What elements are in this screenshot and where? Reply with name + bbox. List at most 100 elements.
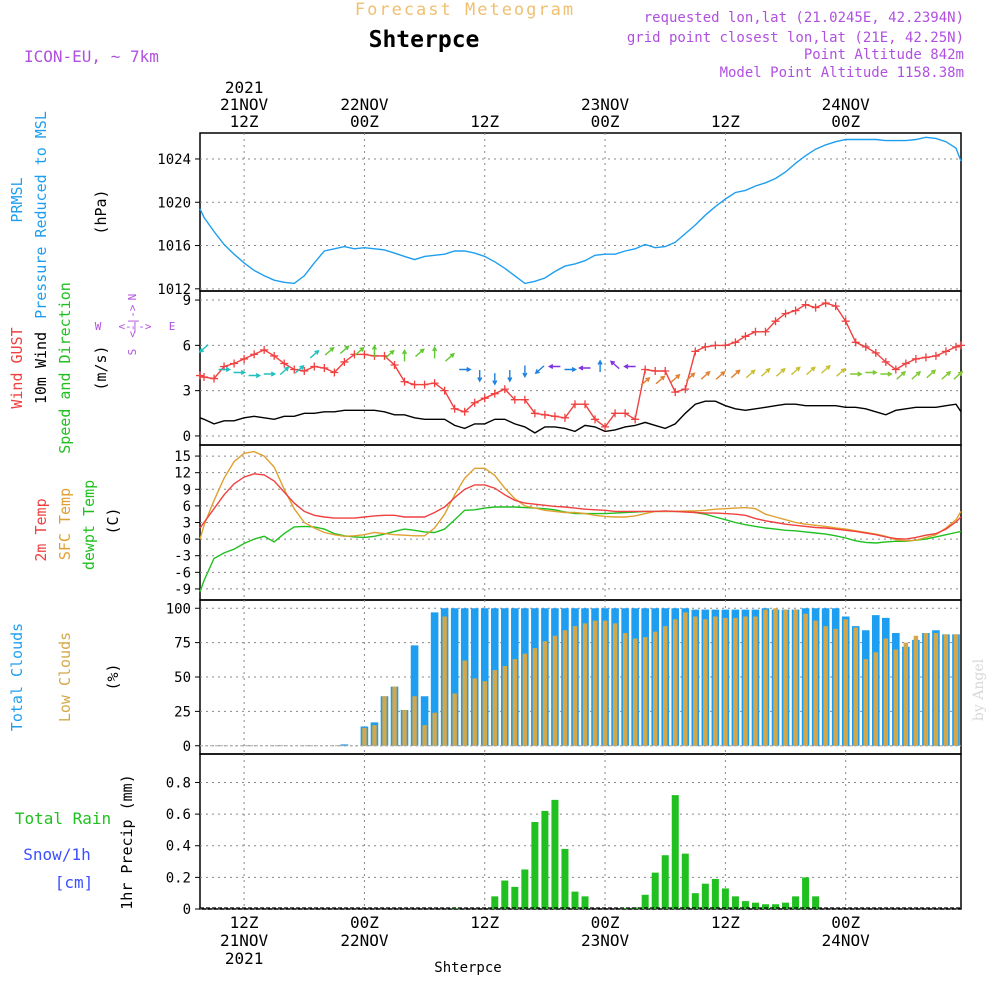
rain-bar <box>581 896 589 909</box>
ytick-label-pressure: 1016 <box>157 239 191 255</box>
total-clouds-bar <box>480 608 489 746</box>
wind-direction-arrow <box>445 352 455 362</box>
low-clouds-bar <box>592 620 598 746</box>
rain-bar <box>741 901 749 909</box>
gust-marker <box>761 327 770 336</box>
station-title: Shterpce <box>369 27 480 53</box>
footer-station: Shterpce <box>434 960 501 976</box>
gust-marker <box>200 373 209 382</box>
low-clouds-bar <box>883 638 889 746</box>
bottom-time-label: 00Z <box>350 913 379 932</box>
ytick-label-temperature: 9 <box>183 482 191 498</box>
rain-bar <box>651 872 659 909</box>
wind-direction-arrow <box>339 345 350 355</box>
rain-bar <box>531 822 539 909</box>
gust-marker <box>821 299 830 308</box>
ytick-label-temperature: 12 <box>174 466 191 482</box>
top-time-label: 00Z <box>831 112 860 131</box>
gust-marker <box>330 368 339 377</box>
legend-snow: Snow/1h <box>23 845 90 864</box>
wind-direction-arrow <box>685 372 696 382</box>
compass-w: W <box>95 320 102 333</box>
low-clouds-bar <box>462 660 467 746</box>
gust-marker <box>841 317 850 326</box>
ytick-label-precip: 0.6 <box>166 807 191 823</box>
gust-marker <box>490 389 499 398</box>
low-clouds-bar <box>673 619 678 746</box>
super-title: Forecast Meteogram <box>355 0 575 20</box>
rain-bar <box>701 883 709 909</box>
low-clouds-bar <box>703 619 708 746</box>
gust-marker <box>681 385 690 394</box>
low-clouds-bar <box>362 727 367 746</box>
wind-direction-arrow <box>597 359 603 372</box>
rain-bar <box>451 908 459 909</box>
gust-marker <box>290 365 299 374</box>
wind-direction-arrow <box>401 348 408 362</box>
gust-marker <box>751 327 760 336</box>
ytick-label-clouds: 50 <box>174 670 191 686</box>
gust-marker <box>931 351 940 360</box>
bottom-time-label: 23NOV <box>581 931 630 950</box>
low-clouds-bar <box>663 626 668 746</box>
gust-marker <box>651 367 660 376</box>
low-clouds-bar <box>773 608 778 746</box>
total-clouds-bar <box>430 612 439 746</box>
ytick-label-clouds: 100 <box>166 601 191 617</box>
rain-bar <box>721 888 729 909</box>
wind-direction-arrow <box>896 370 907 380</box>
gust-marker <box>801 300 810 309</box>
low-clouds-bar <box>492 670 497 746</box>
top-time-label: 24NOV <box>822 95 871 114</box>
gust-marker <box>440 386 449 395</box>
wind-direction-arrow <box>640 377 651 386</box>
low-clouds-bar <box>532 648 538 746</box>
low-clouds-bar <box>402 710 407 746</box>
low-clouds-bar <box>642 637 648 746</box>
gust-marker <box>791 306 800 315</box>
low-clouds-bar <box>552 635 558 746</box>
wind-direction-arrow <box>609 360 620 370</box>
rain-bar <box>681 853 689 909</box>
rain-bar <box>802 877 810 909</box>
bottom-time-label: 12Z <box>230 913 259 932</box>
gust-marker <box>891 365 900 374</box>
ytick-label-temperature: 15 <box>174 449 191 465</box>
wind-direction-arrow <box>836 367 846 377</box>
gust-marker <box>611 409 620 418</box>
gust-marker <box>701 342 710 351</box>
rain-bar <box>571 891 579 909</box>
low-clouds-bar <box>713 616 718 746</box>
series-pressure-line <box>199 136 962 285</box>
wind-direction-arrow <box>547 363 561 370</box>
series-dewpt-line <box>199 506 962 592</box>
ytick-label-precip: 0 <box>183 902 191 918</box>
wind-direction-arrow <box>248 372 262 379</box>
low-clouds-bar <box>652 631 658 746</box>
wind-direction-arrow <box>309 349 320 359</box>
top-time-label: 12Z <box>230 112 259 131</box>
wind-direction-arrow <box>745 369 756 379</box>
wind-direction-arrow <box>432 345 438 359</box>
gust-marker <box>540 410 549 419</box>
rain-bar <box>671 795 679 909</box>
wind-direction-arrow <box>534 365 545 375</box>
wind-direction-arrow <box>806 366 816 376</box>
ytick-label-wind: 0 <box>183 429 191 445</box>
gust-marker <box>731 338 740 347</box>
rain-bar <box>792 896 800 909</box>
low-clouds-bar <box>502 666 508 746</box>
low-clouds-bar <box>562 630 568 746</box>
requested-coords: requested lon,lat (21.0245E, 42.2394N) <box>644 10 964 26</box>
ylabel-wind-gust: Wind GUST <box>8 327 26 408</box>
rain-bar <box>561 848 569 909</box>
wind-direction-arrow <box>384 349 395 359</box>
gust-marker <box>721 341 730 350</box>
gust-marker <box>500 385 509 394</box>
low-clouds-bar <box>602 620 608 746</box>
gust-marker <box>240 354 249 363</box>
bottom-time-label: 12Z <box>470 913 499 932</box>
ytick-label-pressure: 1020 <box>157 195 191 211</box>
compass-ew-arrow: <-|-> <box>118 320 151 333</box>
gust-marker <box>691 347 700 356</box>
